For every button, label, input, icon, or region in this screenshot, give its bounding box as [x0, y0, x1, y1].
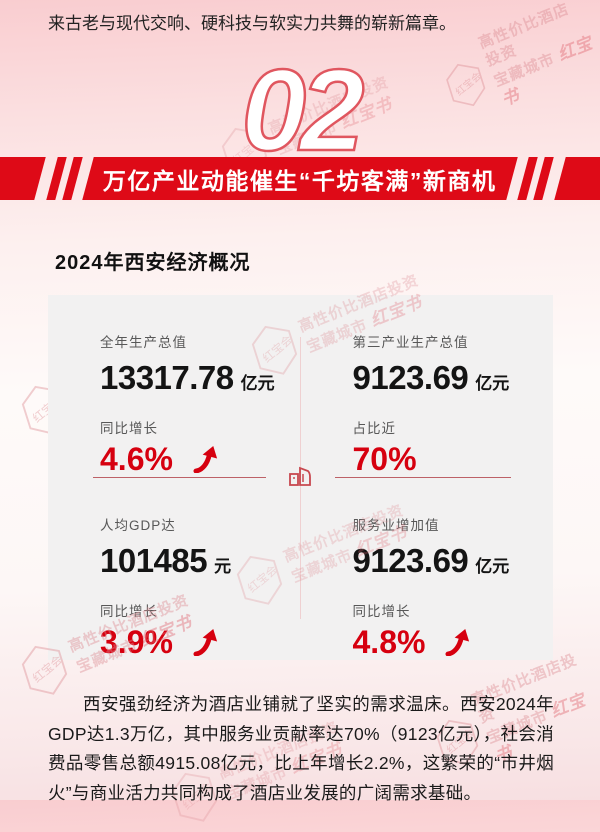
stat-sub-value: 4.8% [352, 624, 426, 660]
stat-label: 第三产业生产总值 [352, 335, 469, 350]
banner-title: 万亿产业动能催生“千坊客满”新商机 [103, 167, 497, 194]
trend-up-arrow-icon [445, 629, 470, 656]
stat-cell-service-industry: 服务业增加值 9123.69 亿元 同比增长 4.8% [301, 478, 554, 661]
stat-unit: 亿元 [475, 557, 510, 576]
banner-right-block [554, 157, 600, 200]
banner-title-plate: 万亿产业动能催生“千坊客满”新商机 [82, 157, 518, 200]
stat-unit: 元 [214, 557, 232, 576]
stats-grid: 全年生产总值 13317.78 亿元 同比增长 4.6% 第三产业生产总值 91… [48, 295, 553, 660]
banner-right-stripe-2 [533, 157, 554, 200]
stat-sub-label: 同比增长 [100, 421, 158, 436]
banner-left-block [0, 157, 46, 200]
stat-sub-value: 3.9% [100, 624, 173, 660]
stat-cell-tertiary-industry: 第三产业生产总值 9123.69 亿元 占比近 70% [301, 295, 554, 478]
trend-up-arrow-icon [193, 446, 218, 473]
stat-unit: 亿元 [475, 374, 510, 393]
stat-value: 13317.78 [100, 359, 234, 396]
stat-value: 101485 [100, 542, 208, 579]
economy-stats-card: 全年生产总值 13317.78 亿元 同比增长 4.6% 第三产业生产总值 91… [48, 295, 553, 660]
stat-sub-value: 70% [352, 441, 417, 477]
stat-label: 人均GDP达 [100, 518, 176, 533]
section-heading: 2024年西安经济概况 [55, 252, 251, 274]
stat-sub-label: 占比近 [352, 421, 396, 436]
stat-sub-label: 同比增长 [352, 604, 411, 619]
trend-up-arrow-icon [193, 629, 218, 656]
summary-paragraph: 西安强劲经济为酒店业铺就了坚实的需求温床。西安2024年GDP达1.3万亿，其中… [48, 694, 554, 803]
stat-label: 服务业增加值 [352, 518, 440, 533]
stat-cell-gdp-per-capita: 人均GDP达 101485 元 同比增长 3.9% [48, 478, 301, 661]
stat-value: 9123.69 [352, 359, 469, 396]
intro-paragraph: 来古老与现代交响、硬科技与软实力共舞的崭新篇章。 [48, 14, 456, 33]
stat-label: 全年生产总值 [100, 335, 187, 350]
buildings-growth-icon [289, 466, 311, 486]
stat-value: 9123.69 [352, 542, 469, 579]
stat-sub-label: 同比增长 [100, 604, 158, 619]
horizontal-divider-right [335, 477, 511, 478]
stat-sub-value: 4.6% [100, 441, 173, 477]
section-banner: 万亿产业动能催生“千坊客满”新商机 [0, 157, 600, 200]
banner-left-stripe-2 [62, 157, 83, 200]
horizontal-divider-left [93, 477, 266, 478]
stat-cell-gdp-total: 全年生产总值 13317.78 亿元 同比增长 4.6% [48, 295, 301, 478]
stat-unit: 亿元 [240, 374, 275, 393]
section-number: 02 [240, 45, 366, 175]
